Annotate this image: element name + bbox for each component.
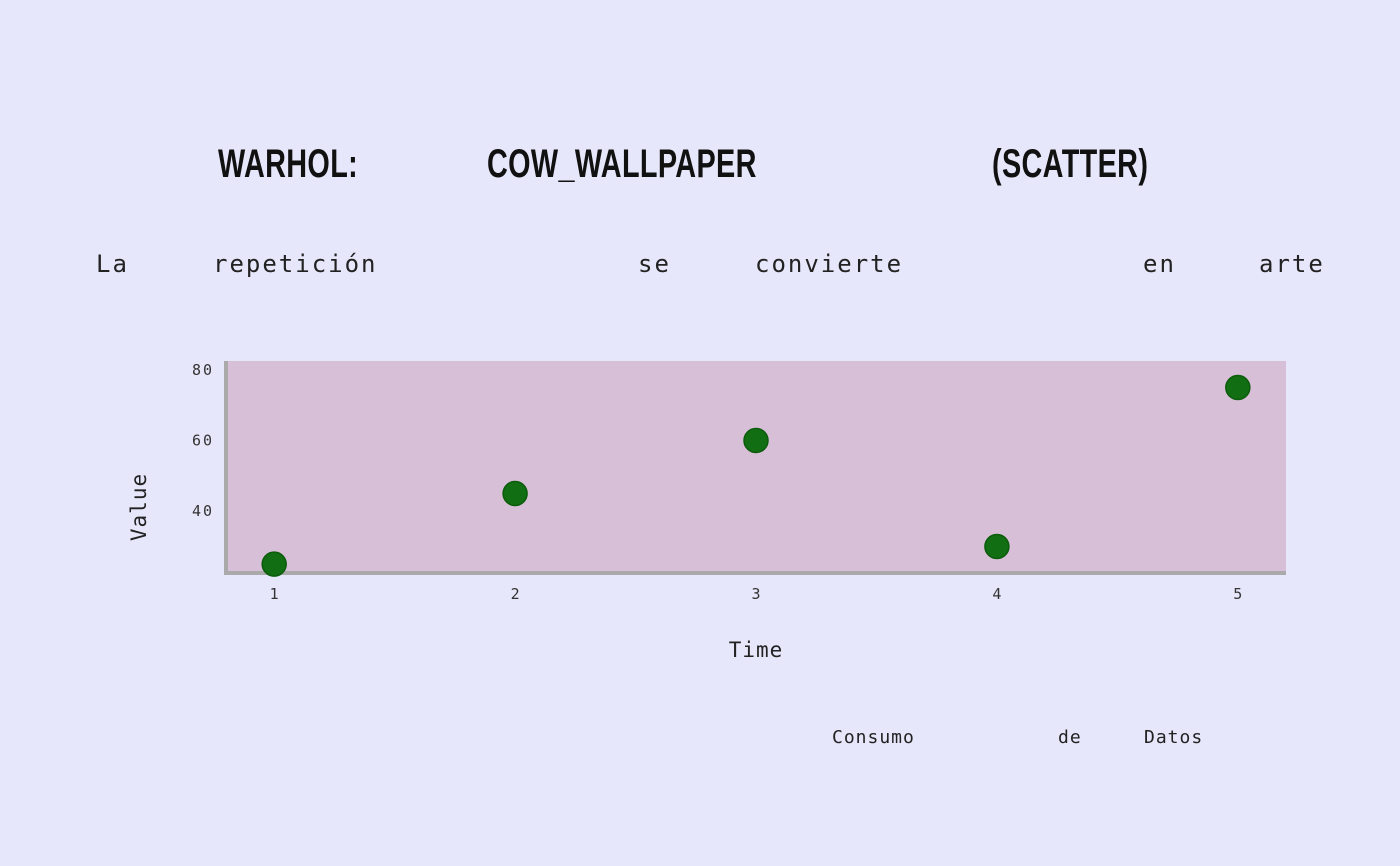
title-word-2: COW_WALLPAPER bbox=[487, 142, 757, 186]
plot-area-group: 40 60 80 1 2 3 4 5 Time Value bbox=[127, 361, 1286, 662]
data-point bbox=[1225, 374, 1251, 401]
y-tick-label: 60 bbox=[192, 432, 214, 450]
x-tick-label: 5 bbox=[1233, 585, 1244, 603]
plot-background bbox=[226, 361, 1286, 573]
title-word-3: (SCATTER) bbox=[992, 142, 1149, 186]
subtitle-word-4: convierte bbox=[755, 250, 904, 278]
chart-subtitle: La repetición se convierte en arte bbox=[0, 246, 1400, 286]
x-axis-title: Time bbox=[729, 638, 784, 662]
y-tick-label: 40 bbox=[192, 502, 214, 520]
subtitle-word-2: repetición bbox=[213, 250, 378, 278]
x-tick-label: 2 bbox=[511, 585, 522, 603]
y-tick-label: 80 bbox=[192, 361, 214, 379]
data-point bbox=[743, 427, 769, 454]
footer-word-2: de bbox=[1058, 727, 1082, 748]
subtitle-word-6: arte bbox=[1259, 250, 1325, 278]
subtitle-word-1: La bbox=[96, 250, 129, 278]
data-point bbox=[261, 551, 287, 577]
subtitle-word-3: se bbox=[638, 250, 671, 278]
x-tick-label: 1 bbox=[270, 585, 281, 603]
data-point bbox=[984, 533, 1010, 560]
data-point bbox=[502, 480, 528, 507]
chart-title: WARHOL: COW_WALLPAPER (SCATTER) bbox=[0, 136, 1400, 192]
y-axis-title: Value bbox=[127, 473, 151, 541]
x-tick-label: 4 bbox=[992, 585, 1003, 603]
x-tick-label: 3 bbox=[751, 585, 762, 603]
title-word-1: WARHOL: bbox=[218, 142, 359, 186]
footer-word-1: Consumo bbox=[832, 727, 915, 748]
subtitle-word-5: en bbox=[1143, 250, 1176, 278]
chart-footer: Consumo de Datos bbox=[0, 724, 1400, 754]
footer-word-3: Datos bbox=[1144, 727, 1204, 748]
